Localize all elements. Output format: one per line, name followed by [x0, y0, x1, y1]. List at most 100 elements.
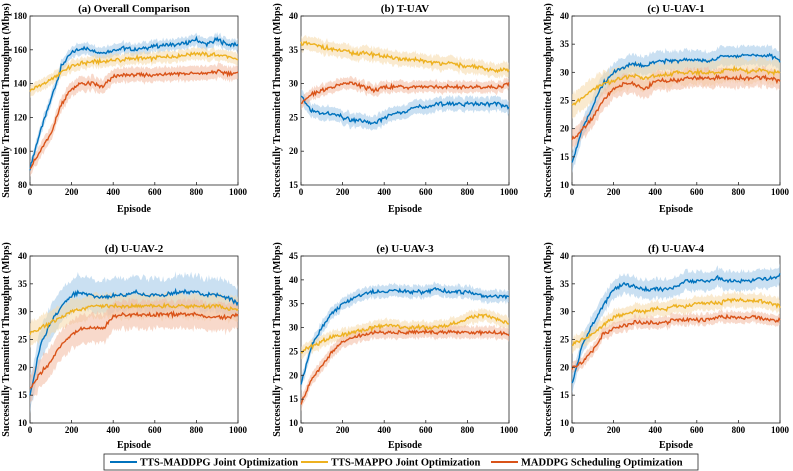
legend: TTS-MADDPG Joint Optimization TTS-MAPPO …	[103, 453, 699, 471]
panel-title: (f) U-UAV-4	[648, 243, 705, 255]
y-tick-label: 15	[18, 390, 28, 400]
x-tick-label: 0	[28, 187, 33, 197]
y-tick-label: 15	[289, 180, 299, 190]
x-tick-label: 1000	[229, 425, 248, 435]
x-tick-label: 200	[607, 187, 621, 197]
x-tick-label: 0	[299, 425, 304, 435]
x-tick-label: 200	[336, 425, 350, 435]
x-tick-label: 1000	[771, 425, 790, 435]
panel-c-u-uav-1: (c) U-UAV-1 Episode Successfully Transmi…	[543, 3, 790, 215]
y-tick-label: 180	[14, 11, 28, 21]
y-tick-label: 140	[14, 79, 28, 89]
band-maddpg-scheduling	[572, 65, 780, 151]
line-maddpg-scheduling	[29, 69, 239, 170]
series-marks	[571, 44, 781, 174]
y-tick-label: 15	[560, 152, 570, 162]
panel-title: (d) U-UAV-2	[105, 243, 164, 255]
y-tick-label: 35	[289, 45, 299, 55]
panel-title: (b) T-UAV	[381, 3, 429, 15]
panel-title: (a) Overall Comparison	[78, 3, 190, 15]
x-tick-label: 800	[461, 425, 475, 435]
legend-box	[103, 453, 699, 471]
y-tick-label: 35	[289, 299, 299, 309]
line-maddpg-scheduling	[571, 73, 781, 140]
line-tts-maddpg	[571, 52, 781, 163]
y-tick-label: 20	[18, 362, 28, 372]
y-tick-label: 25	[560, 335, 570, 345]
x-axis-label: Episode	[659, 440, 693, 451]
band-maddpg-scheduling	[572, 308, 780, 377]
x-tick-label: 0	[570, 187, 575, 197]
y-axis-label: Successfully Transmitted Throughput (Mbp…	[1, 3, 12, 198]
y-tick-label: 35	[560, 279, 570, 289]
line-tts-mappo	[571, 64, 781, 106]
tick-labels: 0 200 400 600 800 1000 15 20 25 30 35 40	[289, 11, 519, 197]
panel-title: (c) U-UAV-1	[647, 3, 704, 15]
y-axis-label: Successfully Transmitted Throughput (Mbp…	[1, 242, 12, 437]
x-tick-label: 600	[148, 425, 162, 435]
x-tick-label: 200	[65, 425, 79, 435]
y-axis-label: Successfully Transmitted Throughput (Mbp…	[543, 3, 554, 198]
band-maddpg-scheduling	[30, 296, 238, 405]
y-tick-label: 25	[18, 335, 28, 345]
series-marks	[29, 31, 239, 178]
panel-title: (e) U-UAV-3	[376, 243, 434, 255]
y-tick-label: 40	[560, 11, 570, 21]
y-tick-label: 40	[560, 251, 570, 261]
x-axis-label: Episode	[117, 204, 151, 215]
legend-label-tts-mappo: TTS-MAPPO Joint Optimization	[331, 458, 480, 469]
series-marks	[29, 271, 239, 414]
legend-label-tts-maddpg: TTS-MADDPG Joint Optimization	[140, 458, 298, 469]
y-tick-label: 20	[560, 362, 570, 372]
y-tick-label: 25	[560, 96, 570, 106]
x-tick-label: 800	[461, 187, 475, 197]
tick-labels: 0 200 400 600 800 1000 80 100 120 140 160 180	[14, 11, 248, 197]
y-tick-label: 40	[18, 251, 28, 261]
x-tick-label: 1000	[500, 425, 519, 435]
y-tick-label: 15	[560, 390, 570, 400]
line-tts-maddpg	[29, 287, 239, 396]
line-maddpg-scheduling	[300, 328, 510, 405]
y-tick-label: 30	[560, 67, 570, 77]
x-tick-label: 800	[732, 425, 746, 435]
x-tick-label: 200	[607, 425, 621, 435]
y-tick-label: 25	[289, 346, 299, 356]
line-tts-maddpg	[300, 287, 510, 385]
y-axis-label: Successfully Transmitted Throughput (Mbp…	[272, 3, 283, 198]
x-tick-label: 1000	[500, 187, 519, 197]
line-maddpg-scheduling	[29, 310, 239, 389]
x-tick-label: 400	[106, 187, 120, 197]
y-axis-label: Successfully Transmitted Throughput (Mbp…	[543, 242, 554, 437]
tick-labels: 0 200 400 600 800 1000 10 15 20 25 30 35 40 45	[289, 251, 519, 435]
y-tick-label: 40	[289, 11, 299, 21]
x-tick-label: 0	[28, 425, 33, 435]
series-marks	[571, 263, 781, 394]
tick-labels: 0 200 400 600 800 1000 10 15 20 25 30 35 40	[560, 11, 790, 197]
x-tick-label: 600	[419, 425, 433, 435]
band-tts-mappo	[301, 307, 509, 360]
y-tick-label: 20	[289, 146, 299, 156]
x-axis-label: Episode	[388, 440, 422, 451]
x-tick-label: 400	[648, 425, 662, 435]
y-tick-label: 10	[289, 418, 299, 428]
series-marks	[300, 35, 510, 131]
panel-a-overall-comparison: (a) Overall Comparison Episode Successfu…	[1, 3, 248, 215]
y-axis-label: Successfully Transmitted Throughput (Mbp…	[272, 242, 283, 437]
x-axis-label: Episode	[388, 204, 422, 215]
panel-d-u-uav-2: (d) U-UAV-2 Episode Successfully Transmi…	[1, 242, 248, 451]
x-tick-label: 600	[690, 187, 704, 197]
line-tts-mappo	[29, 51, 238, 92]
y-tick-label: 25	[289, 112, 299, 122]
band-tts-mappo	[30, 46, 238, 99]
y-tick-label: 30	[289, 323, 299, 333]
line-tts-maddpg	[300, 95, 510, 126]
y-tick-label: 10	[18, 418, 28, 428]
x-axis-label: Episode	[659, 204, 693, 215]
y-tick-label: 120	[14, 112, 28, 122]
x-tick-label: 0	[570, 425, 575, 435]
y-tick-label: 30	[289, 79, 299, 89]
x-tick-label: 800	[732, 187, 746, 197]
y-tick-label: 10	[560, 180, 570, 190]
y-tick-label: 20	[289, 370, 299, 380]
